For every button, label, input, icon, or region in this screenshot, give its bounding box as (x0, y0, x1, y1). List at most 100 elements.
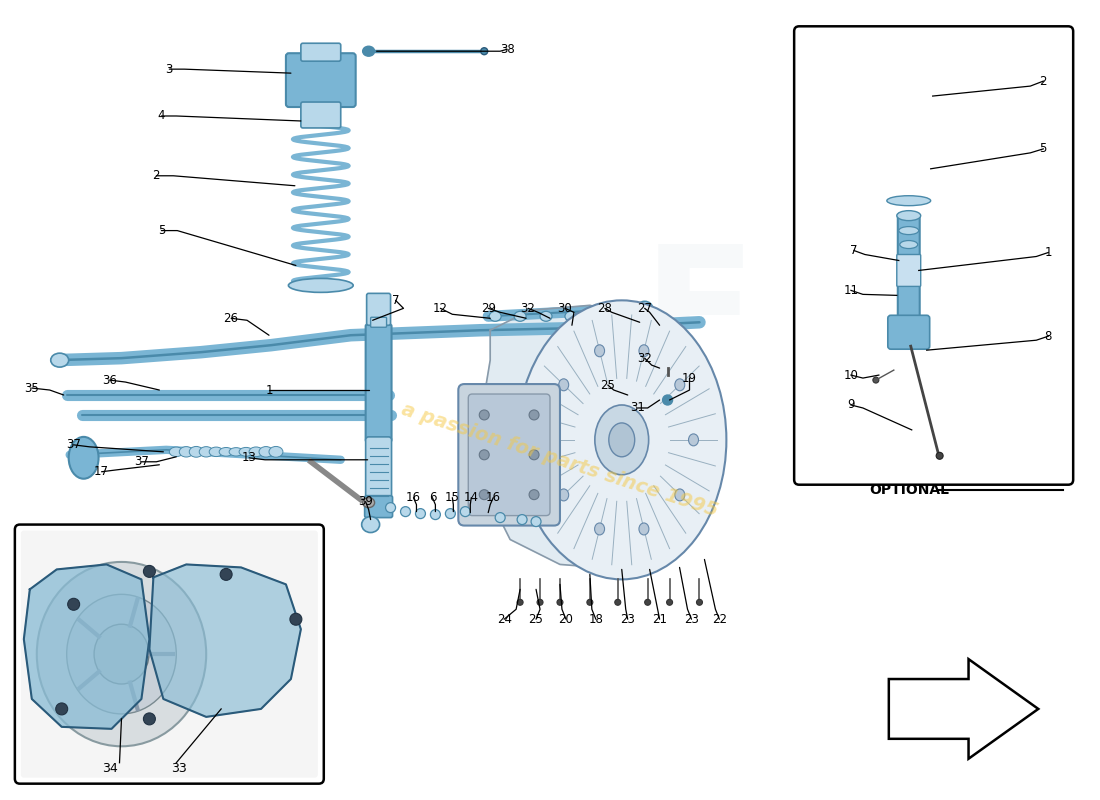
Text: 33: 33 (172, 762, 187, 775)
Text: 32: 32 (637, 352, 652, 365)
Text: 13: 13 (242, 451, 256, 464)
Text: 5: 5 (1040, 142, 1047, 155)
Text: 37: 37 (134, 455, 148, 468)
Polygon shape (24, 565, 150, 729)
Text: 12: 12 (433, 302, 448, 315)
Text: 25: 25 (601, 378, 615, 391)
Text: 25: 25 (529, 613, 543, 626)
Ellipse shape (249, 447, 263, 457)
FancyBboxPatch shape (366, 294, 390, 326)
Ellipse shape (639, 523, 649, 535)
Ellipse shape (537, 599, 543, 606)
Ellipse shape (258, 446, 273, 457)
FancyBboxPatch shape (15, 525, 323, 784)
Ellipse shape (936, 452, 943, 459)
Ellipse shape (662, 395, 672, 405)
Ellipse shape (95, 624, 148, 684)
FancyBboxPatch shape (371, 318, 386, 327)
Ellipse shape (674, 379, 685, 390)
Text: 6: 6 (429, 491, 437, 504)
FancyBboxPatch shape (301, 43, 341, 61)
Ellipse shape (674, 489, 685, 501)
Circle shape (290, 614, 301, 626)
FancyBboxPatch shape (469, 394, 550, 515)
Text: 14: 14 (464, 491, 478, 504)
FancyBboxPatch shape (623, 343, 662, 377)
FancyBboxPatch shape (365, 324, 392, 442)
Text: 23: 23 (620, 613, 635, 626)
Text: 4: 4 (157, 110, 165, 122)
Text: 5: 5 (157, 224, 165, 237)
Text: 34: 34 (101, 762, 118, 775)
Ellipse shape (460, 506, 471, 517)
Ellipse shape (637, 302, 652, 315)
Ellipse shape (517, 300, 726, 579)
Ellipse shape (615, 599, 620, 606)
Circle shape (220, 569, 232, 580)
Ellipse shape (587, 599, 593, 606)
Text: 32: 32 (520, 302, 536, 315)
Ellipse shape (899, 226, 918, 234)
Ellipse shape (209, 447, 223, 457)
Text: 9: 9 (847, 398, 855, 411)
Text: 7: 7 (850, 244, 858, 257)
Ellipse shape (896, 210, 921, 221)
Ellipse shape (490, 311, 502, 322)
Text: 2: 2 (1040, 74, 1047, 88)
Text: a passion for parts since 1995: a passion for parts since 1995 (399, 399, 720, 520)
FancyBboxPatch shape (794, 26, 1074, 485)
Text: 29: 29 (481, 302, 496, 315)
Ellipse shape (645, 599, 650, 606)
Text: 19: 19 (682, 371, 697, 385)
Circle shape (143, 713, 155, 725)
Ellipse shape (559, 379, 569, 390)
Polygon shape (481, 306, 700, 570)
FancyBboxPatch shape (301, 102, 341, 128)
Ellipse shape (386, 502, 396, 513)
Text: 1: 1 (1045, 246, 1052, 259)
Text: 28: 28 (597, 302, 613, 315)
Ellipse shape (179, 446, 194, 457)
Ellipse shape (400, 506, 410, 517)
Ellipse shape (239, 447, 253, 456)
Text: 38: 38 (499, 42, 515, 56)
Ellipse shape (288, 278, 353, 292)
Ellipse shape (480, 450, 490, 460)
Text: 36: 36 (102, 374, 117, 386)
Text: 39: 39 (359, 495, 373, 508)
Text: 16: 16 (486, 491, 500, 504)
Ellipse shape (557, 599, 563, 606)
Text: 31: 31 (630, 402, 645, 414)
Text: 3: 3 (166, 62, 173, 76)
Ellipse shape (696, 599, 703, 606)
Ellipse shape (480, 410, 490, 420)
Ellipse shape (595, 405, 649, 474)
Text: 11: 11 (844, 284, 858, 297)
Ellipse shape (565, 311, 576, 322)
Ellipse shape (887, 196, 931, 206)
Ellipse shape (529, 490, 539, 500)
Ellipse shape (363, 498, 375, 508)
Ellipse shape (229, 448, 243, 456)
Ellipse shape (51, 353, 68, 367)
Text: OPTIONAL: OPTIONAL (869, 482, 949, 497)
Ellipse shape (514, 311, 526, 322)
Ellipse shape (219, 447, 233, 456)
Ellipse shape (480, 490, 490, 500)
Ellipse shape (362, 517, 380, 533)
Ellipse shape (529, 450, 539, 460)
Ellipse shape (199, 446, 213, 457)
Text: 1: 1 (265, 383, 273, 397)
Text: 16: 16 (406, 491, 421, 504)
Text: 15: 15 (444, 491, 460, 504)
FancyBboxPatch shape (365, 437, 392, 502)
Ellipse shape (544, 434, 556, 446)
Ellipse shape (36, 562, 206, 746)
Ellipse shape (559, 489, 569, 501)
FancyBboxPatch shape (21, 530, 318, 778)
Ellipse shape (68, 437, 99, 478)
Ellipse shape (495, 513, 505, 522)
Ellipse shape (416, 509, 426, 518)
Ellipse shape (595, 523, 605, 535)
Ellipse shape (517, 514, 527, 525)
